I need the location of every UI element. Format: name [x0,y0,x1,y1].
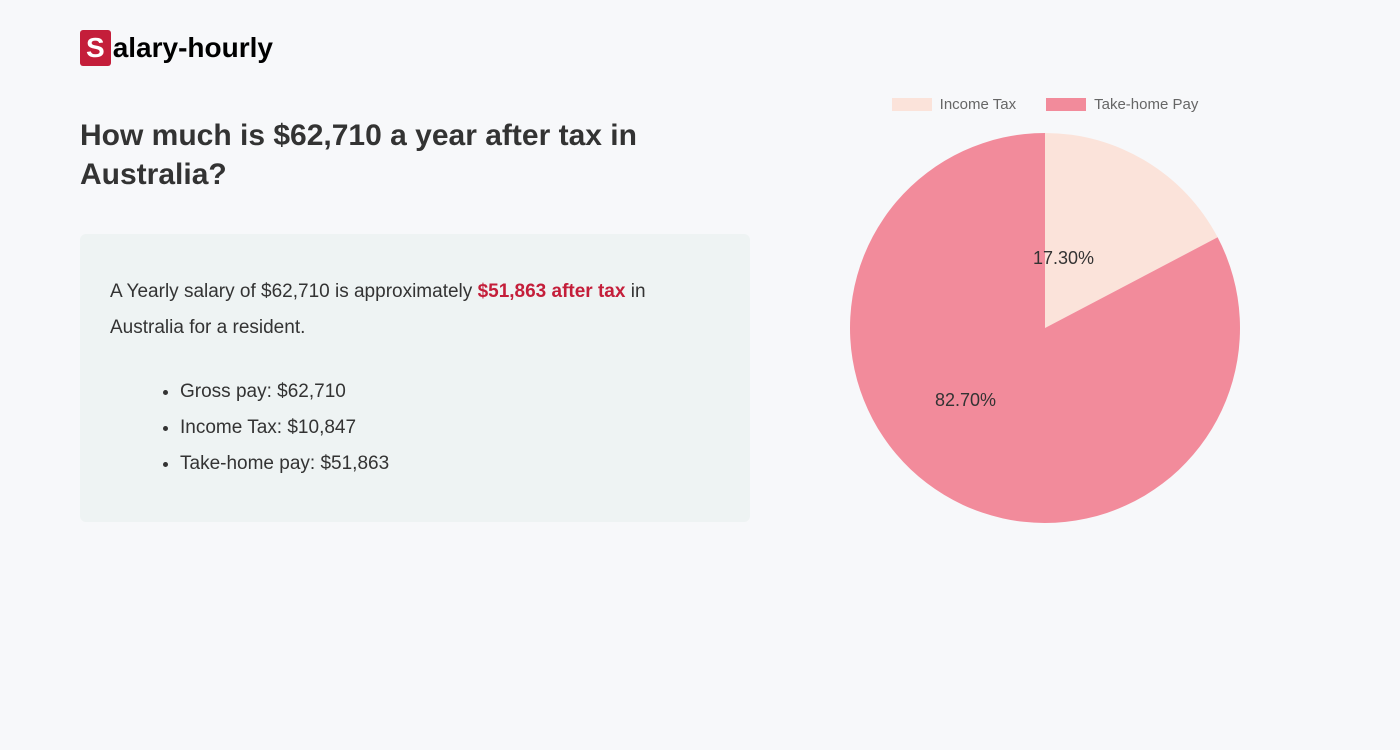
legend-label: Income Tax [940,96,1016,113]
chart-legend: Income Tax Take-home Pay [830,96,1260,113]
summary-highlight: $51,863 after tax [478,281,626,302]
list-item: Take-home pay: $51,863 [180,446,720,482]
legend-swatch [892,98,932,111]
legend-item-take-home: Take-home Pay [1046,96,1198,113]
logo-rest: alary-hourly [113,32,273,64]
page-title: How much is $62,710 a year after tax in … [80,116,750,194]
summary-box: A Yearly salary of $62,710 is approximat… [80,234,750,522]
slice-label-take-home: 82.70% [935,390,996,411]
list-item: Income Tax: $10,847 [180,410,720,446]
pie-svg [845,128,1245,528]
summary-list: Gross pay: $62,710 Income Tax: $10,847 T… [110,374,720,482]
legend-swatch [1046,98,1086,111]
list-item: Gross pay: $62,710 [180,374,720,410]
summary-prefix: A Yearly salary of $62,710 is approximat… [110,281,478,302]
content-row: How much is $62,710 a year after tax in … [80,116,1320,528]
right-column: Income Tax Take-home Pay 17.30% 82.70% [830,116,1260,528]
slice-label-income-tax: 17.30% [1033,248,1094,269]
site-logo: Salary-hourly [80,30,1320,66]
legend-label: Take-home Pay [1094,96,1198,113]
legend-item-income-tax: Income Tax [892,96,1016,113]
left-column: How much is $62,710 a year after tax in … [80,116,750,528]
summary-text: A Yearly salary of $62,710 is approximat… [110,274,720,346]
logo-s-badge: S [80,30,111,66]
pie-chart: 17.30% 82.70% [845,128,1245,528]
